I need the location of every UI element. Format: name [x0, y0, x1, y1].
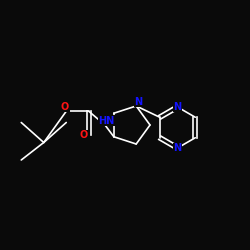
Text: HN: HN [98, 116, 114, 126]
Text: N: N [174, 102, 182, 112]
Text: O: O [61, 102, 69, 112]
Text: N: N [134, 97, 142, 107]
Text: N: N [174, 143, 182, 153]
Text: O: O [79, 130, 88, 140]
